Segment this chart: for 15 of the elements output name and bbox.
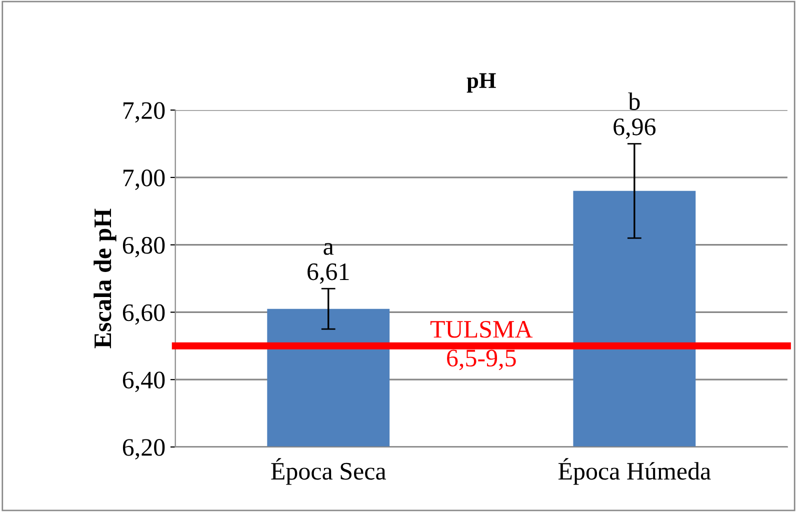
x-tick-label: Época Seca [271,458,386,485]
y-tick-label: 6,60 [122,304,165,325]
y-tick-label: 6,80 [122,236,165,258]
y-tick-label: 7,20 [124,102,165,123]
text: b [628,92,640,110]
x-tick-label: Época Húmeda [558,458,711,485]
ref-line-label: TULSMA 6,5-9,5 [430,320,533,370]
y-tick-label: 7,00 [124,170,165,190]
y-tick-label: 6,40 [122,372,165,392]
chart-title: pH [466,73,496,93]
data-label: 6,61 [308,263,349,284]
data-label: 6,96 [614,118,656,139]
y-tick-label: 6,20 [122,439,165,460]
y-axis-title: Escala de pH [94,208,116,348]
annotation: a [324,242,334,255]
